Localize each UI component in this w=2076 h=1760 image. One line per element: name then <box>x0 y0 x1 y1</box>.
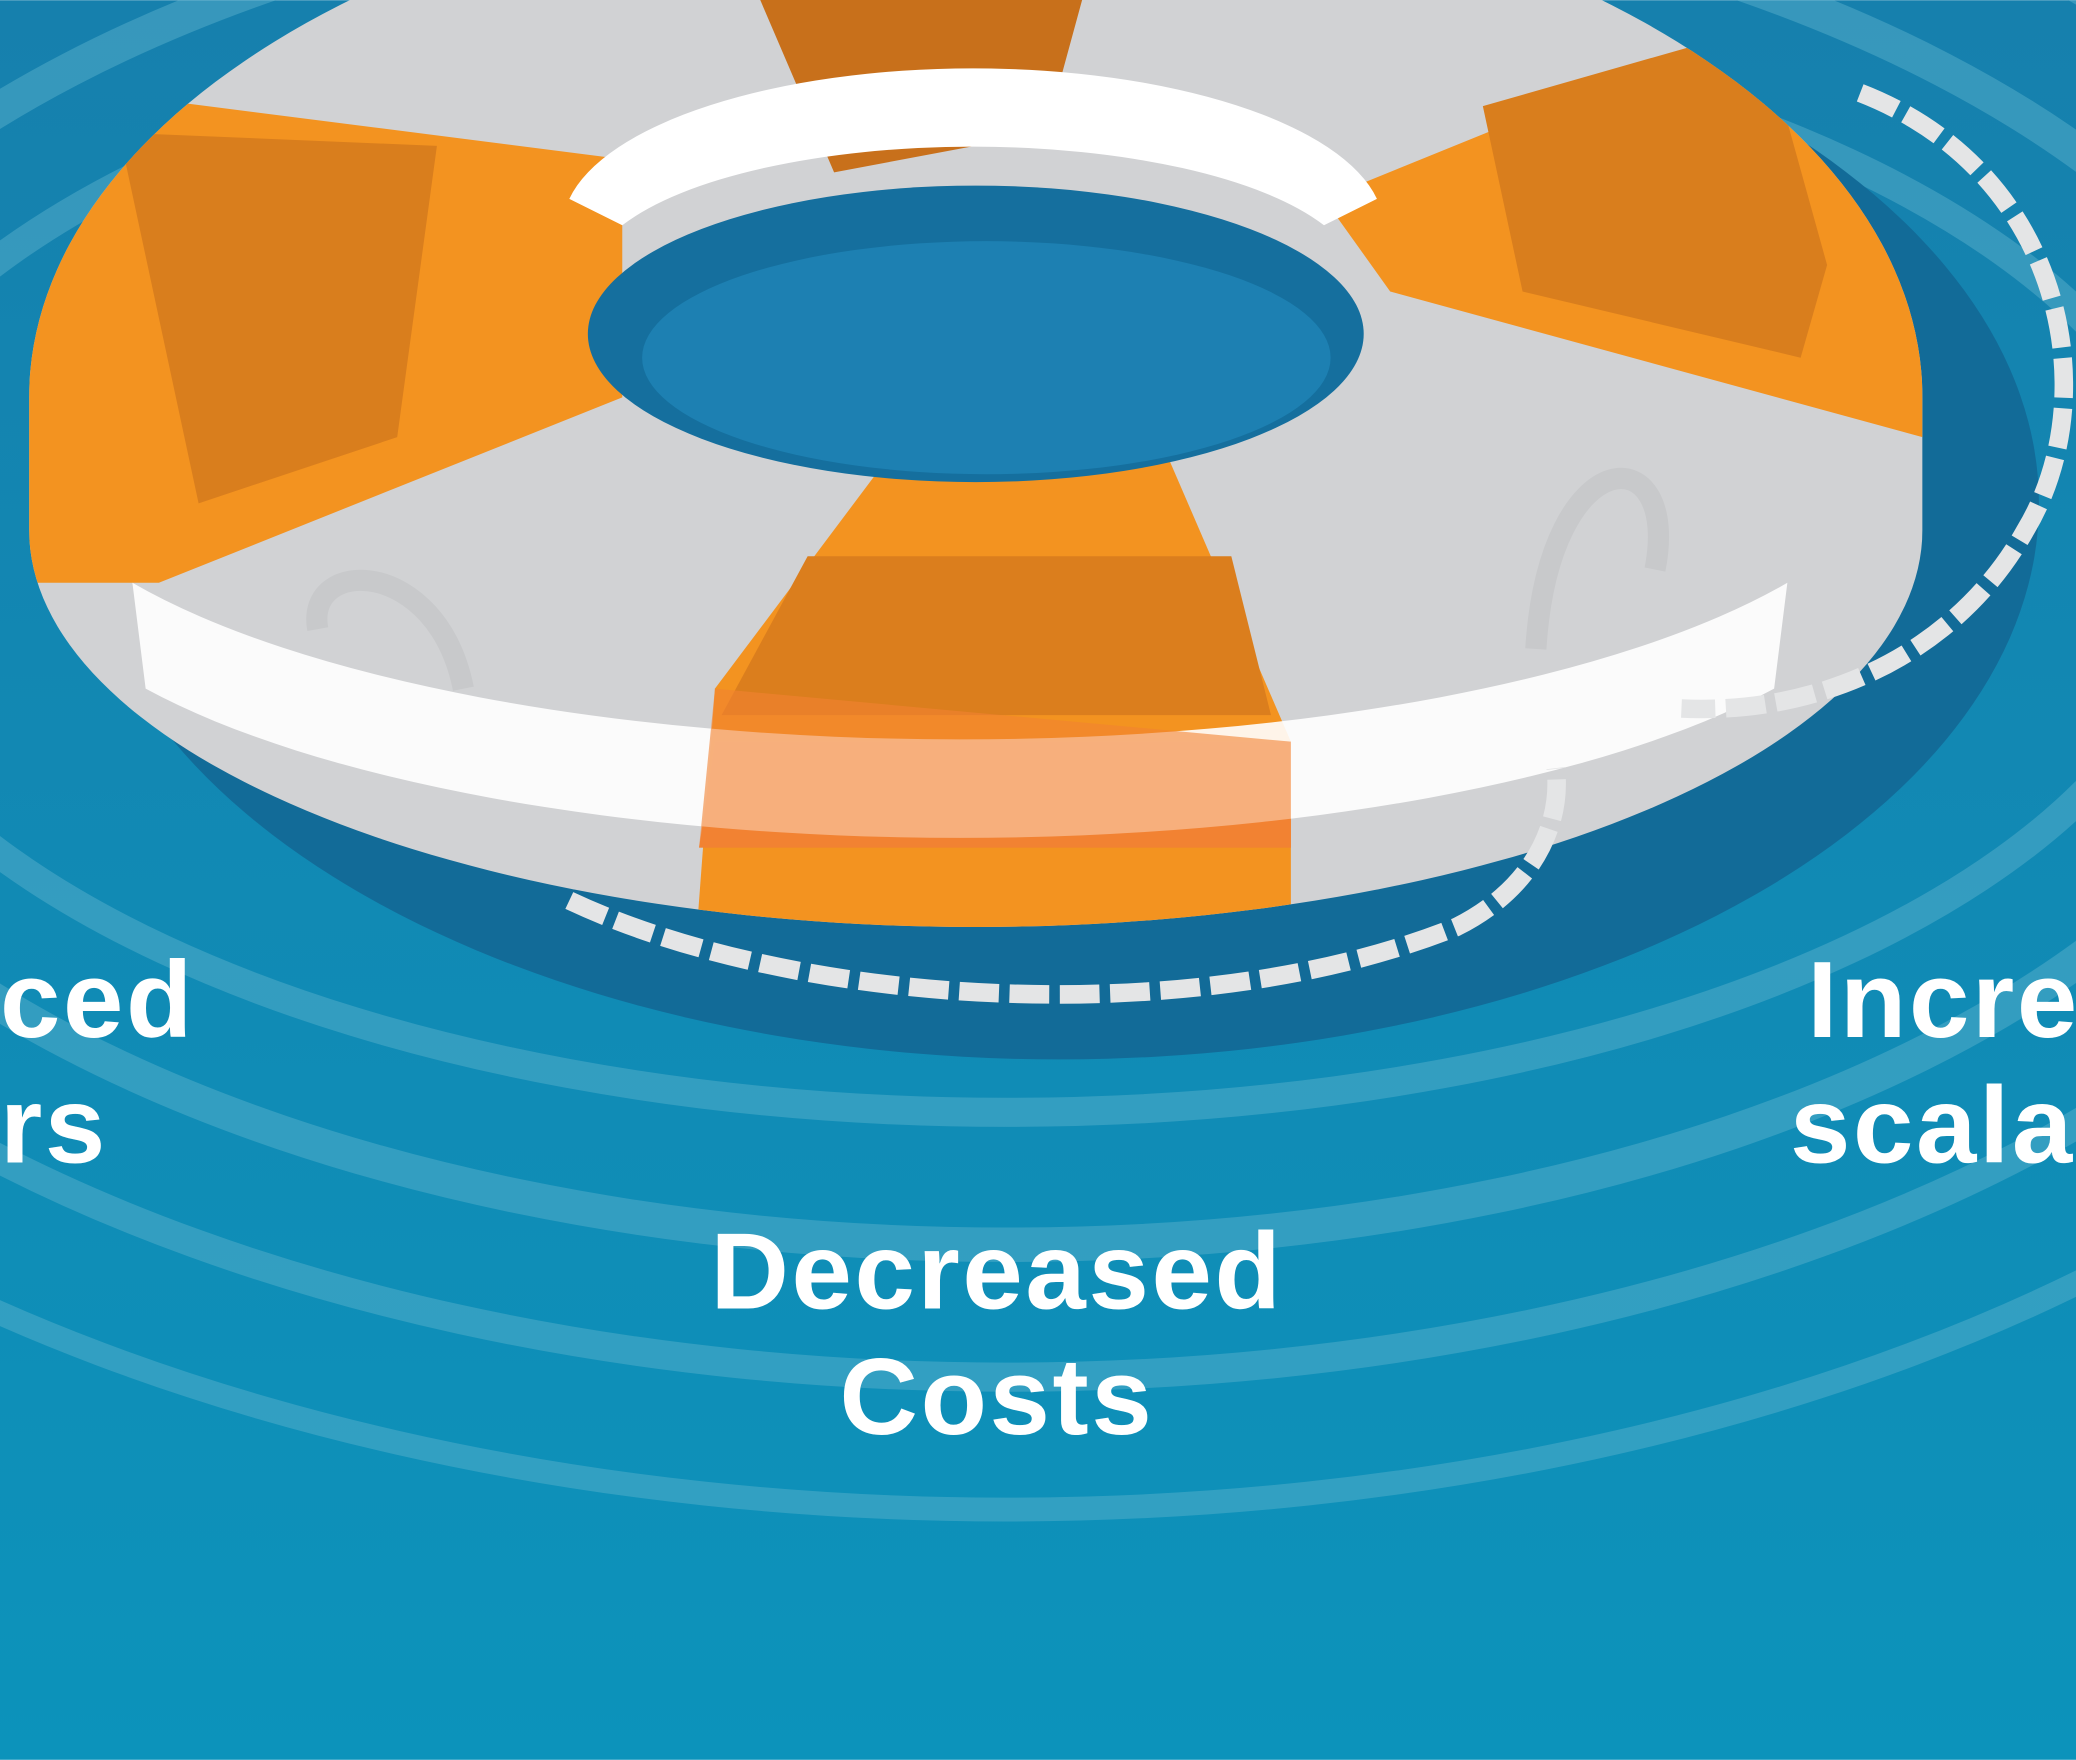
label-line: Costs <box>840 1337 1155 1458</box>
label-line: Decreased <box>710 1211 1283 1332</box>
stripe <box>699 688 1291 848</box>
rope <box>565 84 2074 1004</box>
labels: ced rs Decreased Costs Incre scala <box>0 940 2076 1458</box>
label-line: rs <box>0 1066 108 1187</box>
hole-water <box>642 241 1331 475</box>
label-line: Incre <box>1807 940 2076 1061</box>
label-line: ced <box>0 940 195 1061</box>
handles <box>306 467 1670 691</box>
label-line: scala <box>1790 1066 2075 1187</box>
